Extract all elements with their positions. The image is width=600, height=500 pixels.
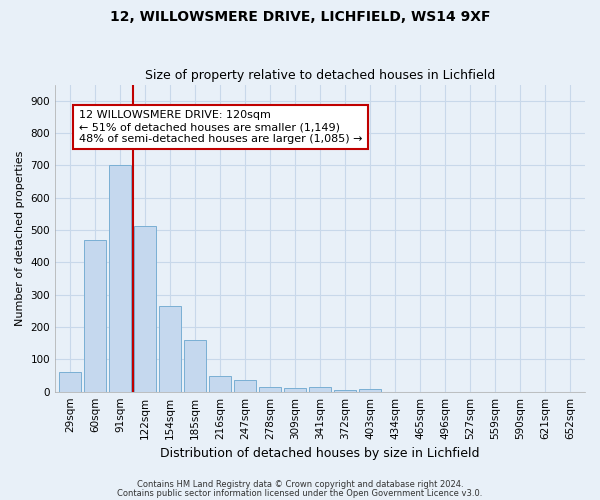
Bar xyxy=(359,389,381,392)
Y-axis label: Number of detached properties: Number of detached properties xyxy=(15,150,25,326)
Bar xyxy=(109,166,131,392)
Text: Contains HM Land Registry data © Crown copyright and database right 2024.: Contains HM Land Registry data © Crown c… xyxy=(137,480,463,489)
X-axis label: Distribution of detached houses by size in Lichfield: Distribution of detached houses by size … xyxy=(160,447,480,460)
Text: Contains public sector information licensed under the Open Government Licence v3: Contains public sector information licen… xyxy=(118,488,482,498)
Bar xyxy=(284,388,306,392)
Bar xyxy=(59,372,81,392)
Bar xyxy=(334,390,356,392)
Text: 12 WILLOWSMERE DRIVE: 120sqm
← 51% of detached houses are smaller (1,149)
48% of: 12 WILLOWSMERE DRIVE: 120sqm ← 51% of de… xyxy=(79,110,362,144)
Text: 12, WILLOWSMERE DRIVE, LICHFIELD, WS14 9XF: 12, WILLOWSMERE DRIVE, LICHFIELD, WS14 9… xyxy=(110,10,490,24)
Bar xyxy=(134,226,156,392)
Bar xyxy=(159,306,181,392)
Title: Size of property relative to detached houses in Lichfield: Size of property relative to detached ho… xyxy=(145,69,495,82)
Bar xyxy=(184,340,206,392)
Bar xyxy=(234,380,256,392)
Bar xyxy=(209,376,231,392)
Bar xyxy=(259,386,281,392)
Bar xyxy=(84,240,106,392)
Bar xyxy=(309,388,331,392)
